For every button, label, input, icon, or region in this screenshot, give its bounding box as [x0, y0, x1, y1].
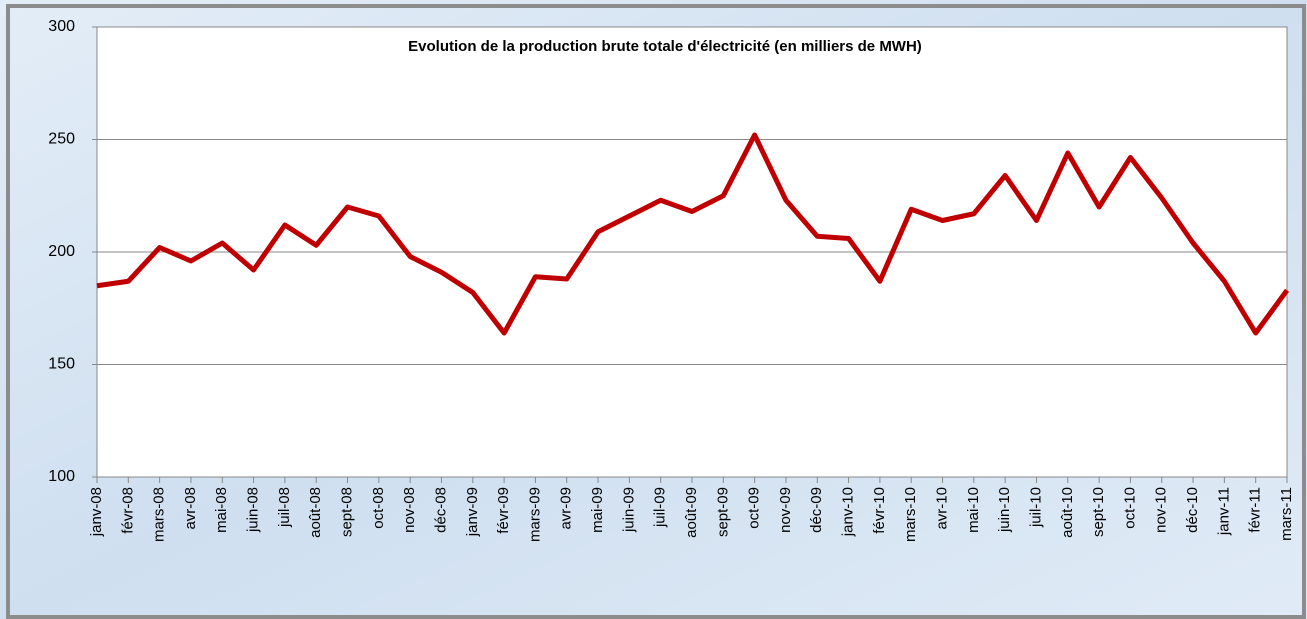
line — [96, 132, 1290, 336]
x-tick-label: oct-09 — [746, 487, 763, 529]
x-tick-label: nov-08 — [401, 487, 418, 533]
x-tick-label: juil-09 — [652, 487, 669, 528]
x-tick-label: mai-09 — [589, 487, 606, 533]
x-tick-label: août-09 — [683, 487, 700, 538]
x-tick-label: mars-08 — [151, 487, 168, 542]
x-tick-label: déc-08 — [432, 487, 449, 533]
x-tick-label: mars-11 — [1278, 487, 1295, 541]
x-tick-label: déc-09 — [808, 487, 825, 533]
x-tick-label: août-08 — [307, 487, 324, 538]
y-tick-label: 250 — [48, 131, 75, 148]
frame — [6, 4, 1306, 619]
y-tick-label: 150 — [48, 356, 75, 373]
x-tick-label: juin-09 — [620, 487, 637, 533]
x-tick-label: mai-08 — [213, 487, 230, 533]
x-tick-label: mai-10 — [965, 487, 982, 533]
x-tick-label: sept-08 — [338, 487, 355, 537]
x-tick-label: juin-10 — [996, 487, 1013, 533]
x-tick-label: nov-09 — [777, 487, 794, 533]
y-tick-label: 300 — [48, 18, 75, 35]
x-tick-label: févr-09 — [495, 487, 512, 534]
x-tick-label: janv-09 — [464, 487, 481, 537]
y-tick-label: 100 — [48, 468, 75, 485]
x-tick-label: avr-08 — [182, 487, 199, 530]
x-tick-label: nov-10 — [1153, 487, 1170, 533]
x-tick-label: oct-10 — [1121, 487, 1138, 529]
x-tick-label: févr-08 — [119, 487, 136, 534]
x-tick-label: janv-10 — [840, 487, 857, 537]
x-tick-label: janv-08 — [88, 487, 105, 537]
x-tick-label: juil-10 — [1027, 487, 1044, 528]
x-tick-label: juin-08 — [245, 487, 262, 533]
x-tick-label: juil-08 — [276, 487, 293, 528]
x-tick-label: avr-09 — [558, 487, 575, 530]
y-tick-label: 200 — [48, 243, 75, 260]
x-tick-label: sept-09 — [714, 487, 731, 537]
x-tick-label: mars-09 — [526, 487, 543, 542]
x-tick-label: oct-08 — [370, 487, 387, 529]
x-tick-label: mars-10 — [902, 487, 919, 542]
x-tick-label: févr-11 — [1247, 487, 1264, 533]
x-tick-label: févr-10 — [871, 487, 888, 534]
x-tick-label: août-10 — [1059, 487, 1076, 538]
x-tick-label: janv-11 — [1215, 487, 1232, 536]
x-tick-label: déc-10 — [1184, 487, 1201, 533]
chart-title: Evolution de la production brute totale … — [408, 38, 922, 55]
x-tick-label: sept-10 — [1090, 487, 1107, 537]
x-tick-label: avr-10 — [933, 487, 950, 530]
